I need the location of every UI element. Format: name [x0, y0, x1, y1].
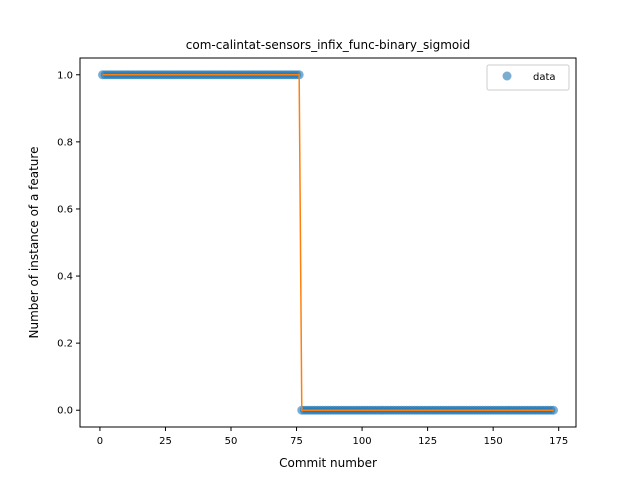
y-tick-label: 0.6	[57, 204, 73, 215]
x-axis-ticks: 0 25 50 75 100 125 150 175	[97, 427, 568, 447]
fit-line	[102, 74, 554, 411]
x-tick-label: 50	[225, 436, 238, 447]
y-tick-label: 0.8	[57, 137, 73, 148]
x-tick-label: 75	[290, 436, 303, 447]
x-tick-label: 100	[353, 436, 372, 447]
x-axis-label: Commit number	[279, 456, 377, 470]
x-tick-label: 125	[418, 436, 437, 447]
x-tick-label: 175	[549, 436, 568, 447]
y-tick-label: 1.0	[57, 70, 73, 81]
y-axis-label: Number of instance of a feature	[27, 147, 41, 339]
legend-marker	[502, 71, 512, 81]
plot-area	[98, 70, 558, 415]
y-axis-ticks: 0.0 0.2 0.4 0.6 0.8 1.0	[57, 70, 80, 417]
y-tick-label: 0.2	[57, 339, 73, 350]
x-tick-label: 150	[484, 436, 503, 447]
y-tick-label: 0.4	[57, 272, 73, 283]
x-tick-label: 0	[97, 436, 103, 447]
chart-title: com-calintat-sensors_infix_func-binary_s…	[186, 38, 470, 52]
axes-frame	[79, 57, 577, 428]
legend-box	[486, 64, 570, 91]
legend-label: data	[533, 72, 556, 83]
y-tick-label: 0.0	[57, 406, 73, 417]
x-tick-label: 25	[159, 436, 172, 447]
legend: data	[486, 64, 570, 91]
